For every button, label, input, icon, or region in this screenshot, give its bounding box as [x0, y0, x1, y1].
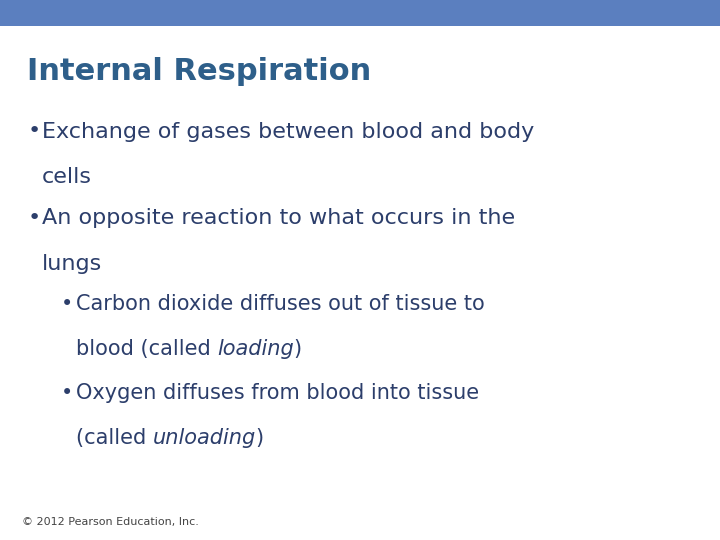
Text: (called: (called: [76, 428, 153, 448]
Text: blood (called: blood (called: [76, 339, 217, 359]
Text: loading: loading: [217, 339, 294, 359]
Text: •: •: [61, 294, 73, 314]
Bar: [0, 0, 720, 26]
Text: ): ): [256, 428, 264, 448]
Text: © 2012 Pearson Education, Inc.: © 2012 Pearson Education, Inc.: [22, 516, 199, 526]
Text: Exchange of gases between blood and body: Exchange of gases between blood and body: [42, 122, 534, 141]
Text: Internal Respiration: Internal Respiration: [27, 57, 372, 86]
Text: •: •: [27, 208, 40, 228]
Text: Oxygen diffuses from blood into tissue: Oxygen diffuses from blood into tissue: [76, 383, 479, 403]
Text: •: •: [27, 122, 40, 141]
Text: unloading: unloading: [153, 428, 256, 448]
Text: •: •: [61, 383, 73, 403]
Text: lungs: lungs: [42, 254, 102, 274]
Text: ): ): [294, 339, 302, 359]
Text: Carbon dioxide diffuses out of tissue to: Carbon dioxide diffuses out of tissue to: [76, 294, 485, 314]
Text: An opposite reaction to what occurs in the: An opposite reaction to what occurs in t…: [42, 208, 515, 228]
Text: cells: cells: [42, 167, 91, 187]
